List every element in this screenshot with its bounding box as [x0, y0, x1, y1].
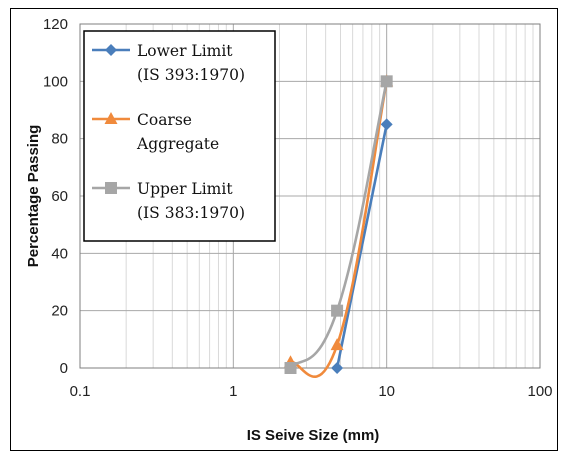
axes: 0.1 1 10 100 0 20 40 60 80 100 120: [43, 16, 553, 400]
y-tick-label: 100: [43, 73, 68, 90]
legend-label: (IS 393:1970): [137, 66, 245, 84]
series-line-0: [335, 124, 388, 369]
y-tick-label: 0: [60, 360, 68, 377]
legend-label: Upper Limit: [137, 180, 233, 198]
plot-area: [79, 23, 541, 369]
data-point-1: [330, 338, 344, 351]
y-tick-label: 20: [51, 303, 68, 320]
legend-box: [83, 30, 276, 242]
y-tick-label: 120: [43, 16, 68, 33]
y-axis-title: Percentage Passing: [25, 125, 42, 268]
y-tick-label: 80: [51, 131, 68, 148]
series-line-1: [290, 81, 388, 378]
y-tick-label: 40: [51, 245, 68, 262]
x-tick-label: 10: [378, 383, 395, 400]
data-point-2: [284, 362, 297, 374]
legend-marker-0: [105, 44, 117, 56]
legend-marker-2: [105, 182, 117, 194]
x-tick-label: 1: [229, 383, 237, 400]
x-axis-title: IS Seive Size (mm): [247, 427, 380, 444]
legend-label: Aggregate: [136, 135, 219, 153]
legend: Lower Limit (IS 393:1970) Coarse Aggregate U…: [83, 30, 276, 242]
data-point-0: [380, 118, 393, 131]
legend-label: Coarse: [137, 111, 192, 129]
legend-label: (IS 383:1970): [137, 204, 245, 222]
legend-marker-1: [104, 112, 118, 124]
series-layer: [284, 74, 394, 378]
x-tick-label: 0.1: [70, 383, 91, 400]
data-point-0: [331, 362, 344, 374]
x-tick-label: 100: [527, 383, 552, 400]
legend-label: Lower Limit: [137, 42, 233, 60]
series-line-2: [289, 81, 388, 369]
y-tick-label: 60: [51, 188, 68, 205]
data-point-2: [380, 75, 393, 88]
data-point-2: [331, 304, 344, 317]
